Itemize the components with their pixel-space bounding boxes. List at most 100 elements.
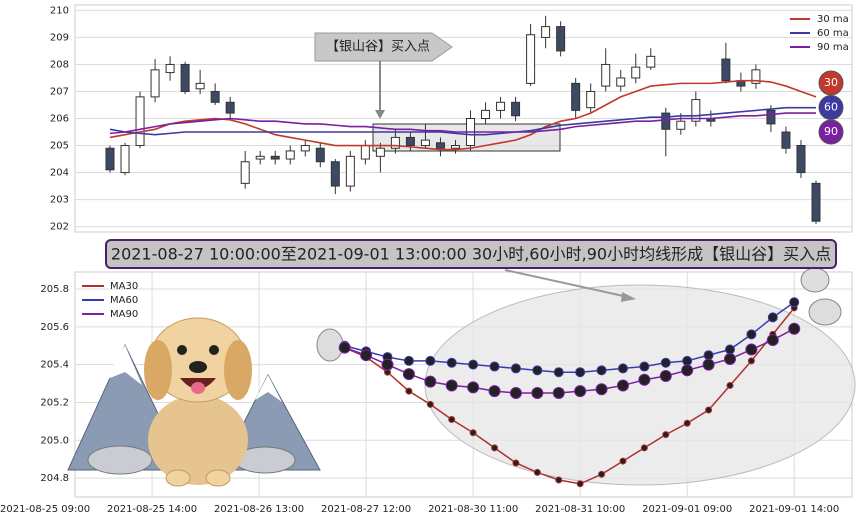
point xyxy=(745,343,758,356)
y-tick-label: 205.4 xyxy=(40,360,69,371)
point xyxy=(598,470,606,478)
banner-pointer xyxy=(504,269,629,298)
point xyxy=(683,419,691,427)
point xyxy=(448,415,456,423)
candle-body xyxy=(435,142,445,149)
series-line xyxy=(344,328,795,394)
callout-arrow xyxy=(314,32,453,62)
point xyxy=(575,367,586,378)
legend-label: MA60 xyxy=(110,295,138,306)
point xyxy=(724,344,735,355)
point xyxy=(468,359,479,370)
point xyxy=(491,444,499,452)
candle-body xyxy=(180,63,190,92)
point xyxy=(747,357,755,365)
candle-body xyxy=(751,69,761,84)
point xyxy=(424,375,437,388)
ma-line xyxy=(109,79,817,151)
legend-label: 90 ma xyxy=(817,42,849,53)
point xyxy=(638,373,651,386)
x-tick-label: 2021-08-31 10:00 xyxy=(535,504,625,515)
candle-body xyxy=(135,96,145,147)
candle-body xyxy=(360,145,370,160)
y-tick-label: 205.2 xyxy=(40,397,69,408)
candle-body xyxy=(556,26,566,52)
ma-line xyxy=(109,112,816,135)
candle-body xyxy=(285,150,295,160)
point xyxy=(596,365,607,376)
point xyxy=(660,357,671,368)
candle-body xyxy=(721,58,731,82)
candle-body xyxy=(646,55,656,68)
point xyxy=(488,385,501,398)
ma-badge-label: 30 xyxy=(824,76,838,89)
banner-pointer-head xyxy=(621,292,636,302)
point xyxy=(532,365,543,376)
point xyxy=(509,387,522,400)
candle-body xyxy=(120,145,130,174)
point xyxy=(703,350,714,361)
point xyxy=(726,381,734,389)
point xyxy=(552,387,565,400)
candle-body xyxy=(616,77,626,87)
candle-body xyxy=(210,90,220,103)
point xyxy=(381,358,394,371)
point xyxy=(788,322,801,335)
point xyxy=(555,476,563,484)
candle-body xyxy=(766,109,776,125)
y-tick-label: 204.8 xyxy=(40,473,69,484)
candle-body xyxy=(586,90,596,109)
banner-text: 2021-08-27 10:00:00至2021-09-01 13:00:00 … xyxy=(111,245,831,264)
candle-body xyxy=(541,26,551,38)
callout-pointer-head xyxy=(375,110,385,119)
series-line xyxy=(344,301,795,373)
candle-body xyxy=(165,63,175,74)
point xyxy=(445,379,458,392)
candle-body xyxy=(345,155,355,187)
ma-badge-label: 90 xyxy=(824,125,838,138)
point xyxy=(682,355,693,366)
candle-body xyxy=(195,82,205,90)
candle-body xyxy=(300,145,310,152)
point xyxy=(510,363,521,374)
ma-badge-label: 60 xyxy=(824,101,838,114)
y-tick-label: 203 xyxy=(50,195,69,206)
candle-body xyxy=(811,182,821,222)
ma-badge xyxy=(818,119,844,145)
legend-label: 30 ma xyxy=(817,14,849,25)
candle-body xyxy=(511,101,521,117)
y-tick-label: 210 xyxy=(50,5,69,16)
point xyxy=(659,369,672,382)
candle-body xyxy=(691,99,701,122)
point xyxy=(553,367,564,378)
candle-body xyxy=(526,34,536,84)
point xyxy=(512,459,520,467)
point xyxy=(531,387,544,400)
candle-body xyxy=(255,155,265,160)
candle-body xyxy=(450,145,460,149)
x-tick-label: 2021-08-26 13:00 xyxy=(214,504,304,515)
x-tick-label: 2021-09-01 09:00 xyxy=(642,504,732,515)
candle-body xyxy=(225,101,235,114)
candle-body xyxy=(405,136,415,147)
callout-text: 【银山谷】买入点 xyxy=(326,40,430,55)
candle-body xyxy=(481,109,491,120)
point xyxy=(617,363,628,374)
candle-body xyxy=(270,155,280,160)
point xyxy=(469,429,477,437)
candle-body xyxy=(390,136,400,149)
candle-body xyxy=(105,147,115,171)
point xyxy=(403,355,414,366)
point xyxy=(533,468,541,476)
point xyxy=(405,387,413,395)
point xyxy=(767,312,778,323)
candle-body xyxy=(601,63,611,87)
point xyxy=(595,383,608,396)
candle-body xyxy=(315,147,325,163)
point xyxy=(402,368,415,381)
x-tick-label: 2021-08-25 14:00 xyxy=(107,504,197,515)
point xyxy=(446,357,457,368)
y-tick-label: 209 xyxy=(50,32,69,43)
